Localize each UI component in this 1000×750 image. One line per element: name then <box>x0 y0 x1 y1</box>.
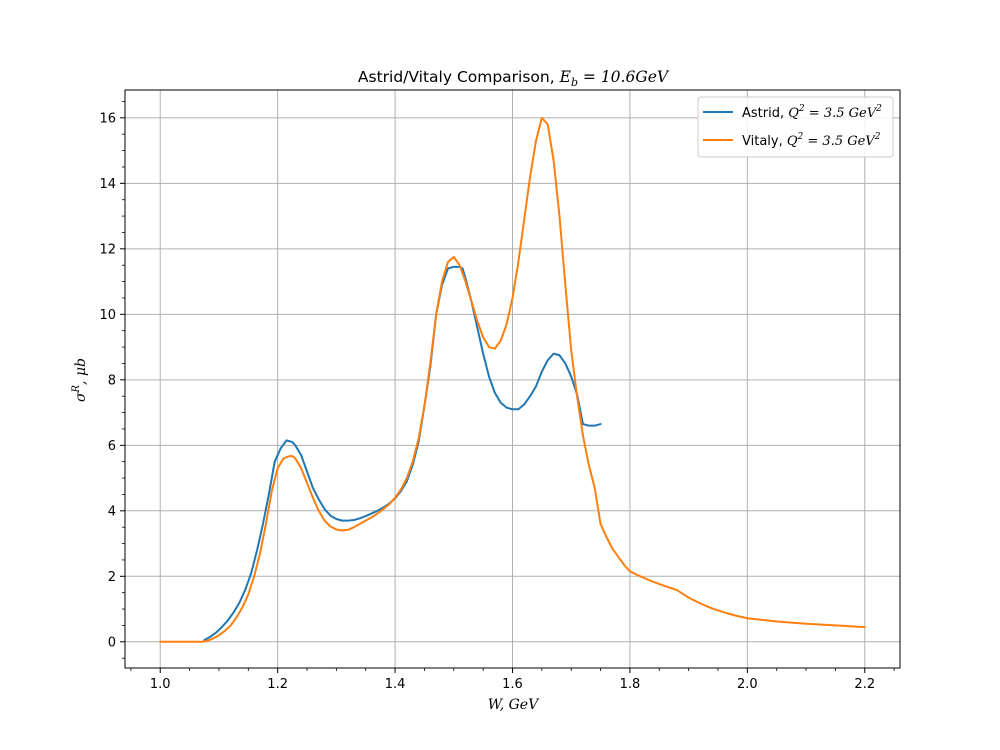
x-tick-label: 1.0 <box>150 677 171 692</box>
x-tick-label: 1.4 <box>385 677 406 692</box>
x-tick-label: 1.8 <box>620 677 641 692</box>
legend-vitaly-sup: 2 <box>797 132 804 142</box>
y-tick-label: 14 <box>99 177 116 192</box>
chart-title-math: E <box>559 68 572 86</box>
legend-astrid-prefix: Astrid, <box>742 106 788 121</box>
y-axis-label: σR, μb <box>71 358 89 402</box>
legend-label-vitaly: Vitaly, Q2 = 3.5 GeV2 <box>742 132 881 149</box>
x-tick-label: 2.0 <box>737 677 758 692</box>
y-tick-label: 12 <box>99 242 116 257</box>
series-lines <box>159 116 866 643</box>
legend-vitaly-prefix: Vitaly, <box>742 134 787 149</box>
y-axis-label-sigma: σ <box>73 392 89 402</box>
axis-ticks: 1.0 1.2 1.4 1.6 1.8 2.0 2.2 0 2 4 6 8 10 12 14 16 <box>99 101 895 692</box>
x-tick-label: 2.2 <box>854 677 875 692</box>
y-tick-label: 2 <box>108 570 116 585</box>
series-line-astrid <box>203 265 602 642</box>
legend-vitaly-sup2: 2 <box>874 132 881 142</box>
y-tick-label: 4 <box>108 504 116 519</box>
y-axis-label-sup: R <box>71 384 82 393</box>
legend-vitaly-math: Q <box>787 134 798 149</box>
y-tick-label: 6 <box>108 439 116 454</box>
legend-astrid-rest: = 3.5 GeV <box>805 106 878 121</box>
y-tick-label: 10 <box>99 308 116 323</box>
y-tick-label: 0 <box>108 635 116 650</box>
chart-title-subscript: b <box>571 76 578 89</box>
legend: Astrid, Q2 = 3.5 GeV2 Vitaly, Q2 = 3.5 G… <box>697 96 894 158</box>
x-tick-label: 1.2 <box>267 677 288 692</box>
y-tick-label: 16 <box>99 111 116 126</box>
chart-title: Astrid/Vitaly Comparison, Eb = 10.6GeV <box>358 68 670 89</box>
legend-vitaly-rest: = 3.5 GeV <box>803 134 876 149</box>
x-axis-label: W, GeV <box>488 697 540 713</box>
chart-title-math-rest: = 10.6GeV <box>578 68 670 86</box>
legend-astrid-sup2: 2 <box>875 104 882 114</box>
legend-astrid-math: Q <box>788 106 799 121</box>
y-axis-label-rest: , μb <box>73 358 89 385</box>
legend-label-astrid: Astrid, Q2 = 3.5 GeV2 <box>742 104 882 121</box>
plot-frame <box>124 89 901 669</box>
series-line-vitaly <box>159 116 866 643</box>
legend-astrid-sup: 2 <box>798 104 805 114</box>
x-tick-label: 1.6 <box>502 677 523 692</box>
legend-box <box>697 96 894 158</box>
chart-title-prefix: Astrid/Vitaly Comparison, <box>358 68 560 86</box>
y-tick-label: 8 <box>108 373 116 388</box>
